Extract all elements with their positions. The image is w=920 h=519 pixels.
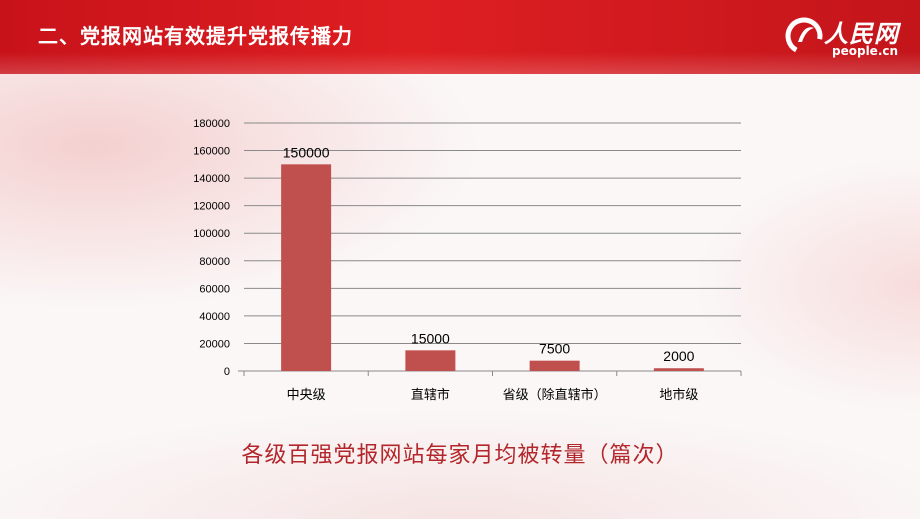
bar (405, 350, 456, 371)
header-bar: 二、党报网站有效提升党报传播力 人民网 people.cn (0, 0, 920, 74)
category-label: 直辖市 (411, 387, 450, 403)
y-tick-label: 0 (224, 366, 230, 378)
bar (529, 360, 580, 371)
category-label: 中央级 (287, 388, 326, 403)
logo-english-text: people.cn (832, 44, 899, 58)
bar (281, 164, 332, 371)
data-label: 2000 (663, 348, 694, 364)
category-label: 地市级 (659, 387, 698, 403)
data-label: 15000 (411, 330, 450, 346)
data-label: 7500 (539, 341, 570, 357)
y-tick-label: 100000 (193, 228, 230, 240)
people-logo-icon (785, 17, 823, 55)
y-tick-label: 60000 (199, 283, 230, 295)
y-tick-label: 40000 (199, 311, 230, 323)
y-tick-label: 180000 (193, 118, 230, 130)
bar-chart: 0 20000 40000 60000 80000 100000 120000 140000 1… (193, 118, 742, 403)
y-tick-label: 160000 (193, 146, 230, 158)
y-tick-label: 120000 (193, 201, 230, 213)
y-tick-label: 20000 (199, 338, 230, 350)
category-label: 省级（除直辖市） (503, 387, 607, 403)
page-title: 二、党报网站有效提升党报传播力 (38, 24, 353, 48)
y-tick-label: 80000 (199, 256, 230, 268)
logo-chinese-text: 人民网 (824, 19, 899, 48)
people-cn-logo: 人民网 people.cn (784, 14, 904, 62)
chart-caption: 各级百强党报网站每家月均被转量（篇次） (241, 443, 679, 468)
bar (653, 368, 704, 371)
y-tick-label: 140000 (193, 173, 230, 185)
data-label: 150000 (283, 144, 330, 160)
